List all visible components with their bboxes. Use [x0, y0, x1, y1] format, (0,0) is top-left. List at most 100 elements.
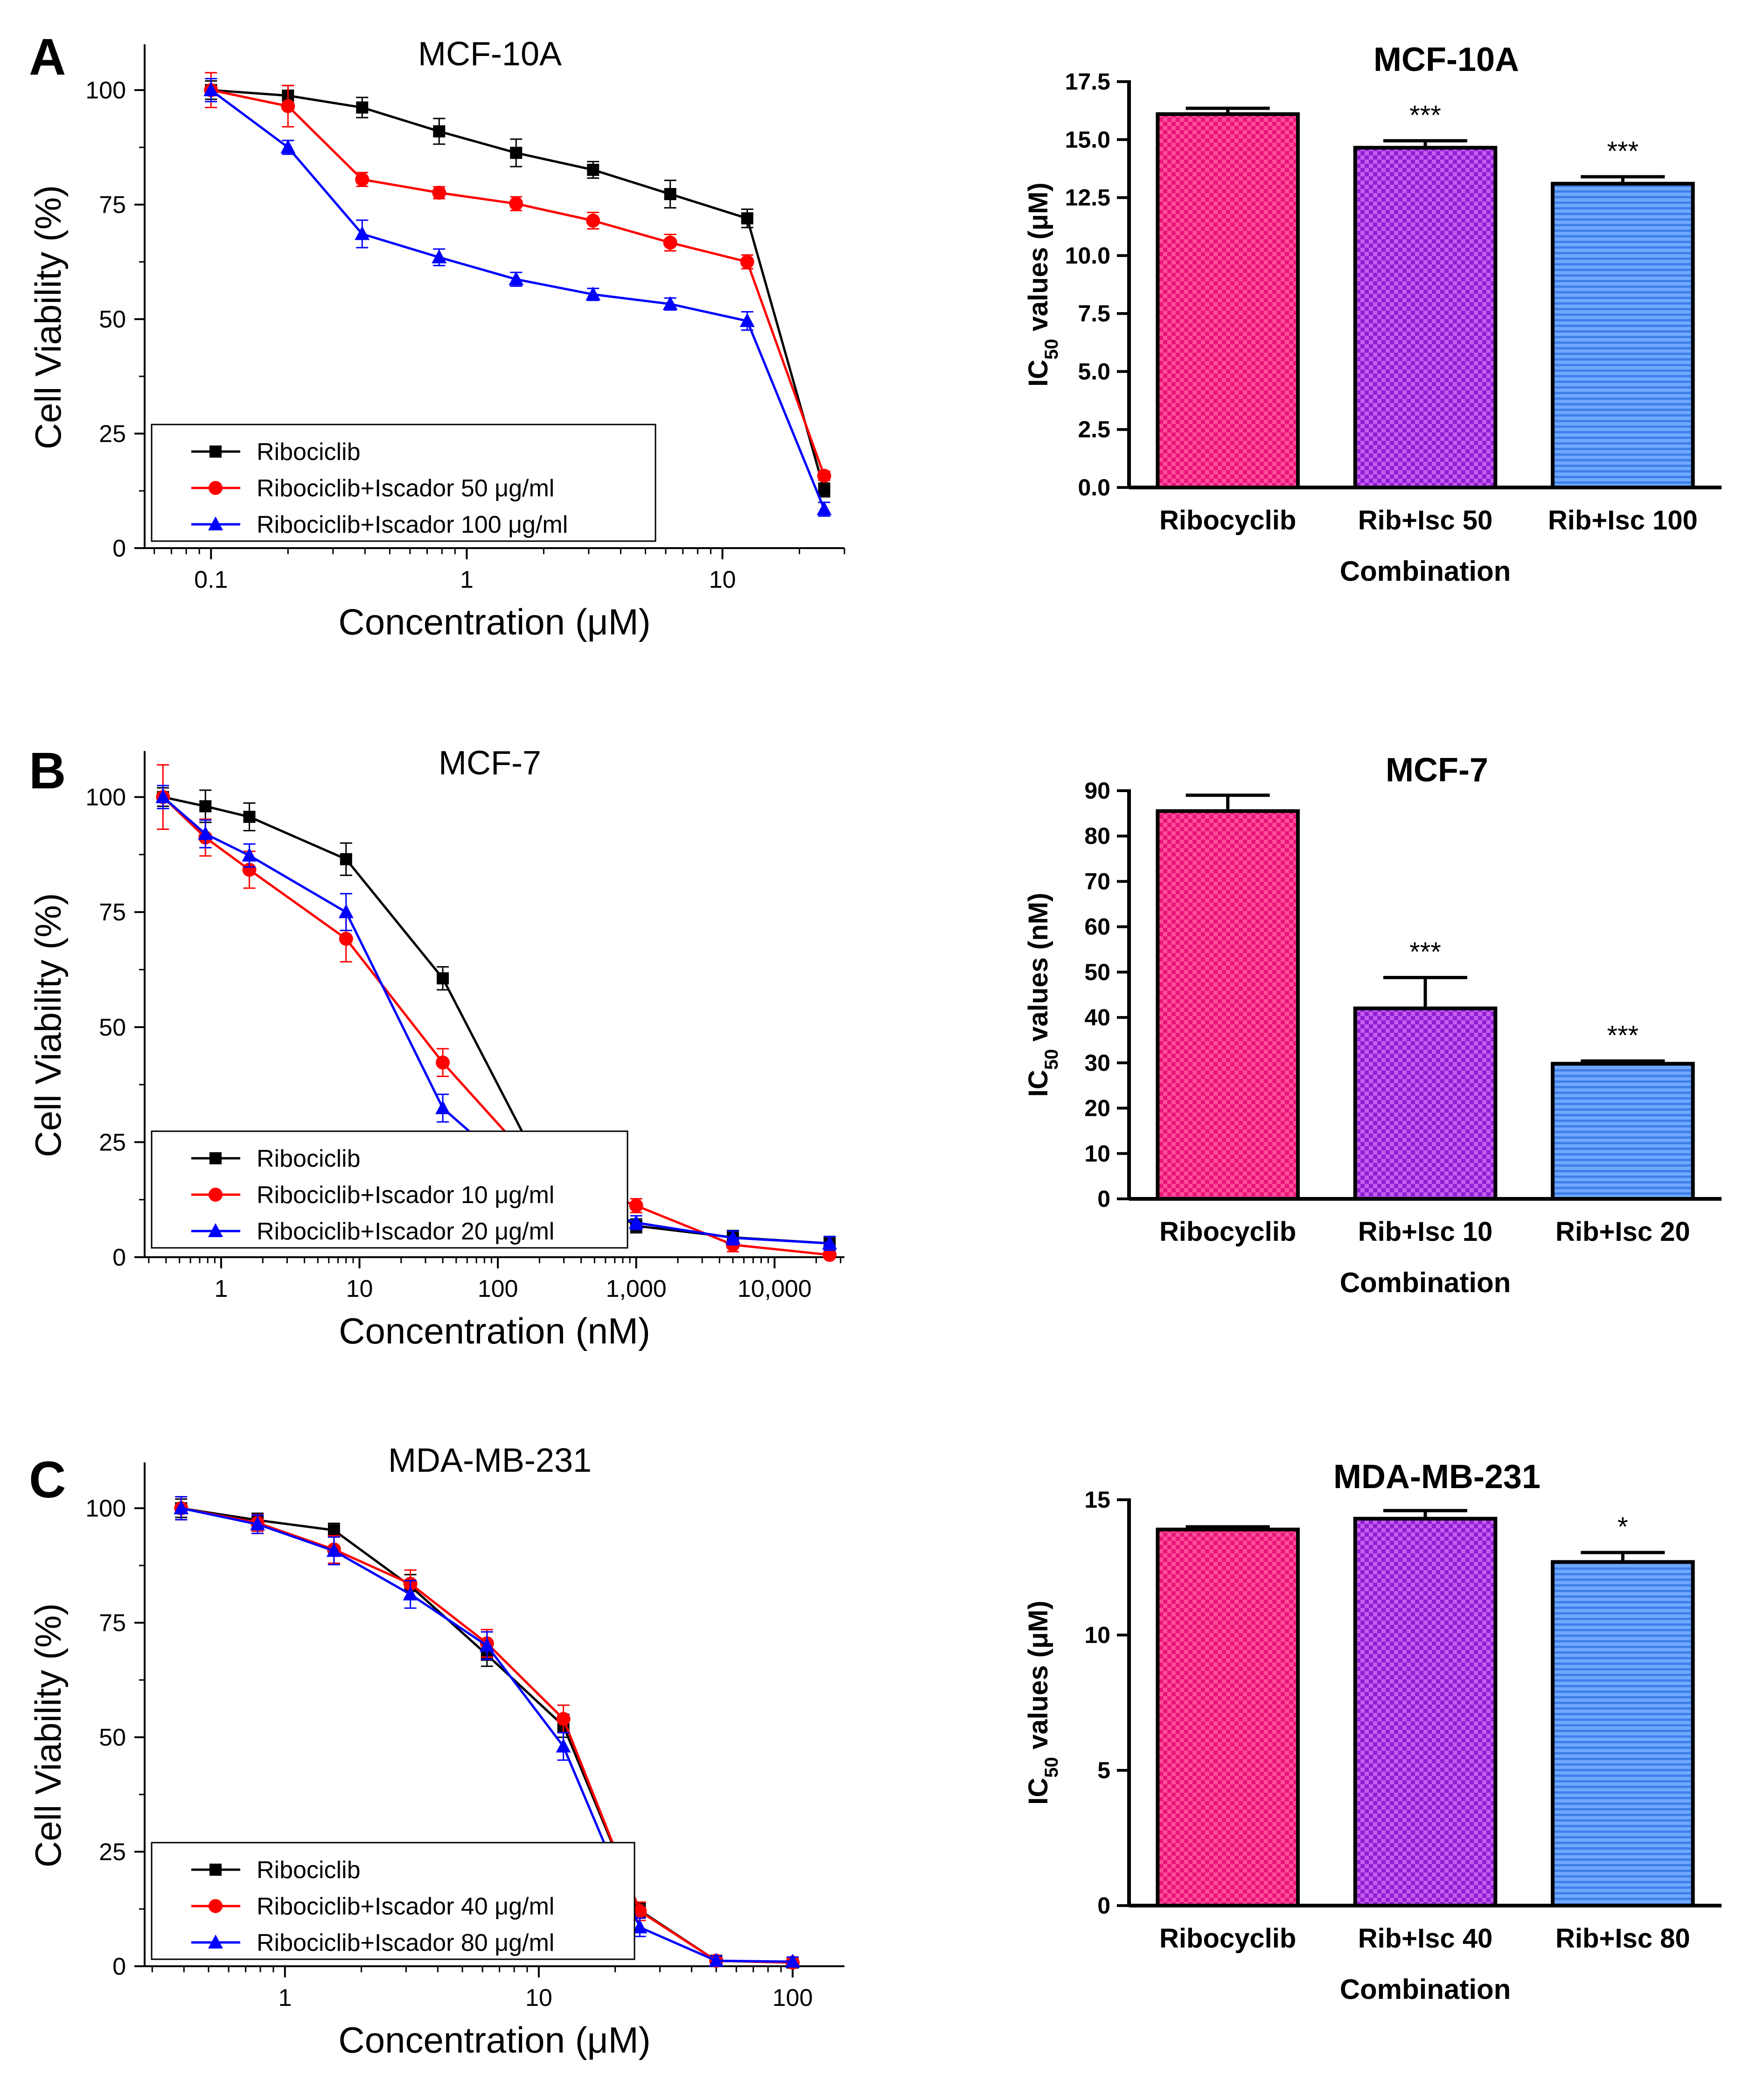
bar [1156, 809, 1300, 1201]
x-tick-label: Rib+Isc 40 [1358, 1923, 1493, 1954]
data-point [509, 196, 523, 211]
data-point [510, 146, 523, 159]
x-tick-label: 1 [278, 1984, 292, 2011]
y-tick-label: 0 [1097, 1186, 1110, 1212]
y-axis-label-subscript: 50 [1041, 1757, 1062, 1778]
legend-marker [208, 1223, 223, 1237]
data-point [664, 188, 676, 201]
y-tick-label: 0 [1097, 1893, 1110, 1919]
x-tick-label: 100 [478, 1275, 518, 1302]
data-point [433, 125, 446, 138]
y-axis-label-subscript: 50 [1041, 339, 1062, 360]
legend-marker [209, 1152, 222, 1164]
data-point [355, 172, 370, 187]
legend-label: Ribociclib+Iscador 80 μg/ml [257, 1929, 554, 1956]
y-tick-label: 10 [1084, 1622, 1110, 1648]
chart-title: MDA-MB-231 [1333, 1458, 1541, 1496]
significance-label: *** [1607, 136, 1638, 167]
x-tick-label: Rib+Isc 80 [1555, 1923, 1690, 1954]
data-point [725, 1230, 740, 1244]
data-point [155, 789, 171, 803]
y-tick-label: 75 [99, 192, 126, 219]
data-point [479, 1637, 495, 1652]
data-point [435, 1100, 451, 1114]
bar-ribocyclib: Ribocyclib [1156, 1525, 1300, 1954]
y-tick-label: 25 [99, 1839, 126, 1866]
data-point [785, 1954, 800, 1968]
data-point [356, 101, 369, 114]
data-point [432, 186, 446, 200]
data-point [280, 139, 296, 153]
significance-label: * [1618, 1512, 1628, 1542]
legend-marker [208, 1935, 223, 1949]
data-point [242, 847, 257, 862]
x-tick-label: 1 [460, 566, 474, 593]
y-tick-label: 70 [1084, 868, 1110, 894]
bar-ribocyclib: Ribocyclib [1156, 106, 1300, 536]
x-tick-label: Rib+Isc 10 [1358, 1217, 1493, 1247]
bar [1353, 1517, 1498, 1908]
y-tick-label: 0.0 [1078, 474, 1110, 501]
data-point [281, 99, 295, 113]
legend-label: Ribociclib+Iscador 40 μg/ml [257, 1893, 554, 1920]
y-axis-label: Cell Viability (%) [28, 893, 69, 1157]
y-tick-label: 50 [99, 1014, 126, 1041]
y-axis-label: IC50 values (μM) [1023, 1601, 1062, 1805]
legend-label: Ribociclib [257, 1145, 361, 1172]
data-point [741, 212, 753, 225]
chart-title: MCF-10A [418, 35, 562, 73]
x-tick-label: 100 [773, 1984, 813, 2011]
y-tick-label: 25 [99, 421, 126, 448]
y-axis-label-base: IC [1023, 360, 1053, 387]
y-tick-label: 25 [99, 1129, 126, 1156]
x-tick-label: Rib+Isc 100 [1548, 505, 1698, 536]
legend-marker [209, 1864, 222, 1876]
significance-label: *** [1409, 937, 1441, 967]
y-tick-label: 60 [1084, 914, 1110, 940]
y-tick-label: 20 [1084, 1095, 1110, 1121]
legend-label: Ribociclib+Iscador 100 μg/ml [257, 511, 568, 538]
chart-title: MCF-10A [1374, 41, 1519, 78]
x-axis-label: Combination [1340, 1267, 1511, 1298]
legend-marker [208, 516, 223, 530]
chart-title: MCF-7 [1386, 752, 1488, 789]
legend: Ribociclib Ribociclib+Iscador 40 μg/ml Rib… [151, 1842, 635, 1960]
x-tick-label: 10 [525, 1984, 552, 2011]
legend: Ribociclib Ribociclib+Iscador 50 μg/ml Rib… [151, 424, 656, 542]
data-point [822, 1235, 837, 1250]
x-tick-label: 10 [346, 1275, 373, 1302]
legend-box [151, 1842, 635, 1960]
y-tick-label: 75 [99, 899, 126, 926]
line-chart-mcf-7: 0 25 50 75 100 1 10 100 1,000 10,000 MCF-7 Concentr… [28, 745, 844, 1351]
y-axis-label-base: IC [1023, 1070, 1053, 1097]
bar-rib-isc-50: *** Rib+Isc 50 [1353, 100, 1498, 536]
data-point [198, 826, 213, 840]
data-point [740, 255, 754, 269]
y-tick-label: 50 [99, 306, 126, 333]
data-point [174, 1500, 189, 1515]
y-tick-label: 17.5 [1065, 69, 1110, 95]
data-point [436, 1055, 450, 1070]
data-point [632, 1919, 648, 1934]
bar-chart-mcf-7: 0 10 20 30 40 50 60 70 80 90 MCF-7 Combination IC50 … [1023, 752, 1722, 1298]
significance-label: *** [1607, 1020, 1638, 1051]
x-axis-label: Concentration (μM) [338, 601, 650, 642]
bar [1551, 181, 1695, 489]
bar [1156, 1527, 1300, 1908]
x-axis-label: Concentration (nM) [339, 1310, 650, 1351]
data-point [823, 1248, 837, 1262]
y-tick-label: 75 [99, 1610, 126, 1637]
data-point [662, 296, 678, 310]
y-tick-label: 0 [112, 535, 126, 562]
bar [1353, 1006, 1498, 1201]
bar [1551, 1062, 1695, 1201]
x-axis-label: Combination [1340, 556, 1511, 587]
y-tick-label: 90 [1084, 778, 1110, 804]
data-point [586, 286, 601, 301]
x-tick-label: Ribocyclib [1159, 1217, 1296, 1247]
data-point [203, 82, 219, 97]
y-tick-label: 10.0 [1065, 243, 1110, 269]
data-point [709, 1953, 724, 1967]
x-tick-label: Ribocyclib [1159, 1923, 1296, 1954]
data-point [818, 484, 830, 496]
